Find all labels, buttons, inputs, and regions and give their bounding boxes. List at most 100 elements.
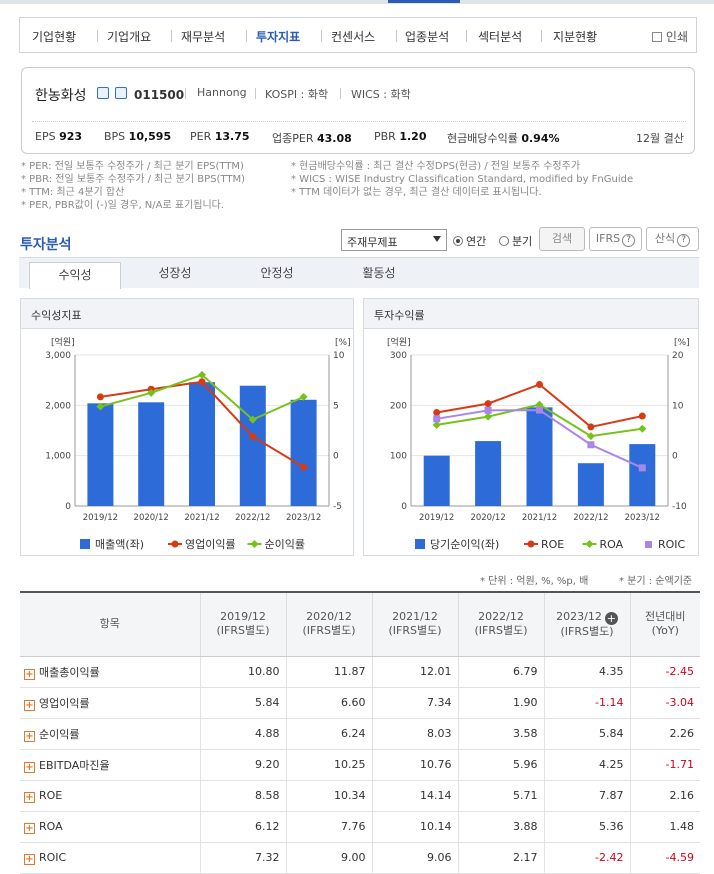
table-row[interactable]: + 순이익률 4.88 6.24 8.03 3.58 5.84 2.26 <box>20 718 700 750</box>
table-row[interactable]: + EBITDA마진율 9.20 10.25 10.76 5.96 4.25 -1.71 <box>20 749 700 781</box>
y2-tick-label: 10 <box>333 351 345 361</box>
home-icon[interactable] <box>97 87 109 99</box>
y-tick-label: 200 <box>390 401 407 411</box>
table-cell: 10.34 <box>285 780 372 812</box>
data-point <box>587 441 595 449</box>
table-cell: 7.32 <box>199 842 286 874</box>
legend-swatch <box>80 539 90 549</box>
table-cell: 9.00 <box>285 842 372 874</box>
col-year: 2023/12 + (IFRS별도) <box>543 591 630 657</box>
y-axis-label: [억원] <box>387 336 411 348</box>
unit-note: * 단위 : 억원, %, %p, 배 <box>480 576 589 587</box>
radio-annual[interactable]: 연간 <box>453 233 486 249</box>
y2-tick-label: 10 <box>672 401 684 411</box>
company-eng-name: Hannong <box>197 86 247 99</box>
formula-button[interactable]: 산식? <box>646 227 699 251</box>
nav-item[interactable]: 섹터분석 <box>478 30 523 44</box>
table-cell: -1.71 <box>629 749 700 781</box>
table-row[interactable]: + ROA 6.12 7.76 10.14 3.88 5.36 1.48 <box>20 811 700 843</box>
radio-quarter[interactable]: 분기 <box>499 233 532 249</box>
print-button[interactable]: 인쇄 <box>651 28 688 45</box>
y-tick-label: 0 <box>401 502 407 512</box>
print-icon <box>651 32 662 42</box>
table-row[interactable]: + ROE 8.58 10.34 14.14 5.71 7.87 2.16 <box>20 780 700 812</box>
ifrs-button[interactable]: IFRS? <box>589 227 642 251</box>
expand-icon[interactable]: + <box>24 853 35 865</box>
nav-item[interactable]: 컨센서스 <box>331 30 376 44</box>
chart-title: 수익성지표 <box>21 299 353 329</box>
building-icon[interactable] <box>115 87 127 99</box>
dividend-yield: 현금배당수익률 0.94% <box>447 132 560 145</box>
data-point <box>638 424 647 433</box>
wics-label: WICS : 화학 <box>351 88 411 101</box>
table-cell: 1.90 <box>457 687 544 719</box>
table-cell: 7.76 <box>285 811 372 843</box>
expand-icon[interactable]: + <box>24 761 35 773</box>
table-cell: 7.87 <box>543 780 630 812</box>
y2-tick-label: 5 <box>333 401 339 411</box>
table-cell: 5.84 <box>543 718 630 750</box>
tab-growth[interactable]: 성장성 <box>158 266 192 280</box>
tab-stability[interactable]: 안정성 <box>260 266 294 280</box>
table-cell: 11.87 <box>285 656 372 688</box>
y2-tick-label: 0 <box>672 452 678 462</box>
notes-left: * PER: 전일 보통주 수정주가 / 최근 분기 EPS(TTM) * PBR… <box>21 161 246 211</box>
table-cell: 4.88 <box>199 718 286 750</box>
table-row[interactable]: + 영업이익률 5.84 6.60 7.34 1.90 -1.14 -3.04 <box>20 687 700 719</box>
y-tick-label: 300 <box>390 351 407 361</box>
profitability-table: 항목 2019/12 (IFRS별도) 2020/12 (IFRS별도) 2021/… <box>20 591 700 874</box>
nav-item[interactable]: 업종분석 <box>405 30 450 44</box>
table-cell: 2.17 <box>457 842 544 874</box>
legend-marker <box>585 540 594 548</box>
tab-activity[interactable]: 활동성 <box>362 266 396 280</box>
nav-item[interactable]: 지분현황 <box>553 30 598 44</box>
bar <box>239 385 266 506</box>
nav-item[interactable]: 기업현황 <box>32 30 77 44</box>
table-cell: 6.12 <box>199 811 286 843</box>
industry-per-value: 업종PER 43.08 <box>272 132 352 145</box>
data-point <box>638 412 646 420</box>
data-point <box>587 423 595 431</box>
x-tick-label: 2023/12 <box>625 513 660 523</box>
x-tick-label: 2019/12 <box>83 513 118 523</box>
legend-label: ROIC <box>658 538 686 551</box>
table-row[interactable]: + ROIC 7.32 9.00 9.06 2.17 -2.42 -4.59 <box>20 842 700 874</box>
stock-code: 011500 <box>134 88 185 102</box>
expand-icon[interactable]: + <box>604 611 618 625</box>
table-cell: 8.03 <box>371 718 458 750</box>
table-row[interactable]: + 매출총이익률 10.80 11.87 12.01 6.79 4.35 -2.45 <box>20 656 700 688</box>
legend-label: ROE <box>541 538 564 551</box>
y-tick-label: 100 <box>390 452 407 462</box>
table-cell: 9.06 <box>371 842 458 874</box>
expand-icon[interactable]: + <box>24 668 35 680</box>
expand-icon[interactable]: + <box>24 791 35 803</box>
nav-item-active[interactable]: 투자지표 <box>256 30 301 44</box>
col-year: 2019/12 (IFRS별도) <box>199 591 286 657</box>
y2-tick-label: 20 <box>672 351 684 361</box>
data-point <box>536 406 543 414</box>
statement-select[interactable]: 주재무제표 <box>341 229 447 251</box>
expand-icon[interactable]: + <box>24 699 35 711</box>
legend-label: 당기순이익(좌) <box>430 538 499 551</box>
data-point <box>248 415 257 424</box>
tab-profitability[interactable]: 수익성 <box>29 262 121 289</box>
data-point <box>433 408 441 416</box>
data-point <box>249 433 257 441</box>
data-point <box>433 415 441 423</box>
expand-icon[interactable]: + <box>24 822 35 834</box>
table-cell: -2.45 <box>629 656 700 688</box>
chart-title: 투자수익률 <box>364 299 698 329</box>
nav-item[interactable]: 재무분석 <box>181 30 226 44</box>
pbr-value: PBR 1.20 <box>374 130 427 143</box>
expand-icon[interactable]: + <box>24 730 35 742</box>
table-cell: 1.48 <box>629 811 700 843</box>
company-summary: 한농화성 011500 Hannong KOSPI : 화학 WICS : 화학… <box>21 67 695 154</box>
y-tick-label: 1,000 <box>45 452 71 462</box>
data-point <box>96 393 104 401</box>
search-button[interactable]: 검색 <box>539 227 585 251</box>
data-point <box>147 388 156 397</box>
table-header: 항목 2019/12 (IFRS별도) 2020/12 (IFRS별도) 2021/… <box>20 591 700 657</box>
chart-panel-profitability: 수익성지표 <box>20 298 354 556</box>
table-cell: -3.04 <box>629 687 700 719</box>
nav-item[interactable]: 기업개요 <box>107 30 152 44</box>
